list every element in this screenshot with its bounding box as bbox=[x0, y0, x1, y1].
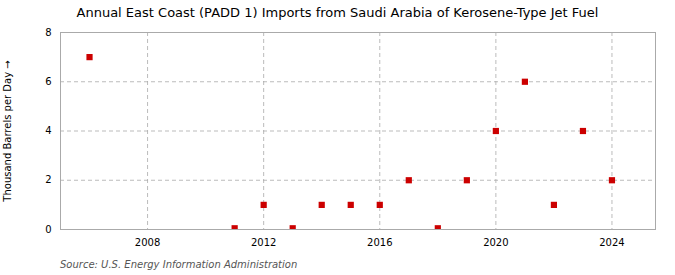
svg-text:6: 6 bbox=[45, 76, 51, 87]
html-text:Annual East Coast (PADD 1) Imp: Annual East Coast (PADD 1) Imports from … bbox=[76, 5, 599, 20]
svg-text:2: 2 bbox=[45, 174, 51, 185]
svg-text:8: 8 bbox=[45, 27, 51, 38]
svg-text:2008: 2008 bbox=[135, 237, 160, 248]
svg-text:0: 0 bbox=[45, 224, 51, 235]
html-text:Source: U.S. Energy Informatio: Source: U.S. Energy Information Administ… bbox=[60, 259, 298, 270]
svg-text:4: 4 bbox=[45, 125, 51, 136]
svg-text:2016: 2016 bbox=[367, 237, 392, 248]
svg-text:2020: 2020 bbox=[483, 237, 508, 248]
svg-text:Thousand Barrels per Day →: Thousand Barrels per Day → bbox=[2, 60, 13, 202]
svg-text:2012: 2012 bbox=[251, 237, 276, 248]
svg-text:2024: 2024 bbox=[599, 237, 624, 248]
